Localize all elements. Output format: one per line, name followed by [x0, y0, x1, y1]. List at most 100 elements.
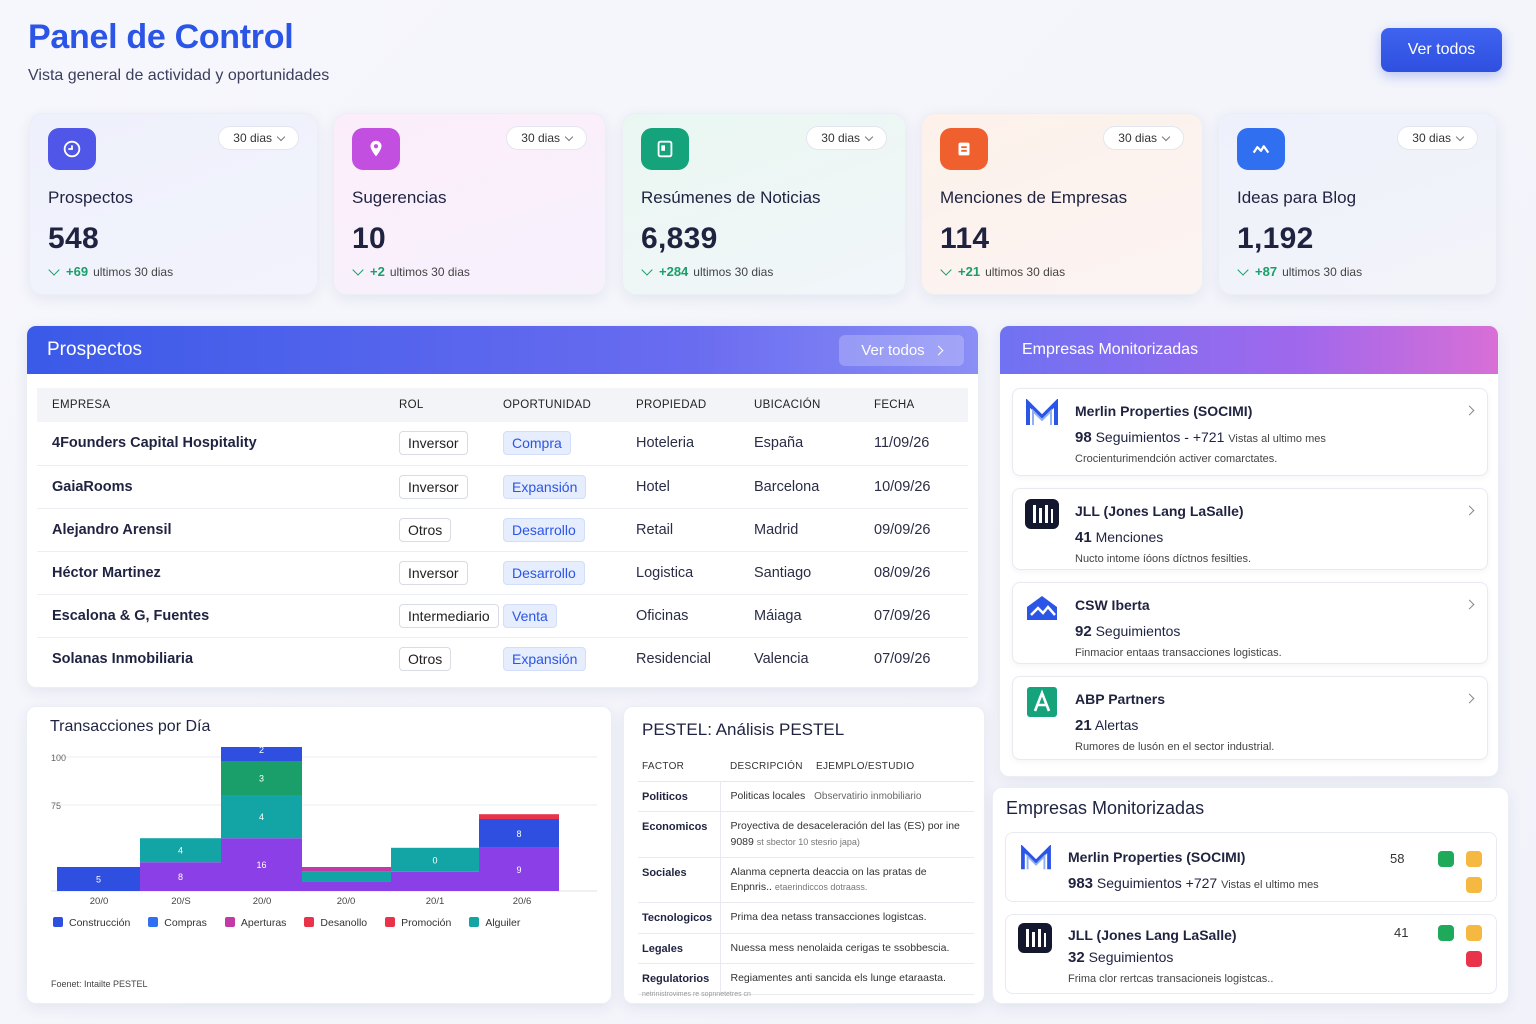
opportunity-tag: Desarrollo	[503, 560, 585, 585]
table-row[interactable]: Economicos Proyectiva de desaceleración …	[638, 811, 974, 858]
cell-factor: Tecnologicos	[638, 902, 721, 934]
table-row[interactable]: Escalona & G, Fuentes Intermediario Vent…	[37, 594, 968, 638]
data-label: 3	[259, 774, 264, 784]
legend-item[interactable]: Compras	[148, 917, 207, 929]
role-tag: Inversor	[399, 474, 468, 499]
prospectos-header: Prospectos Ver todos	[27, 326, 978, 374]
range-select[interactable]: 30 dias	[1397, 126, 1478, 150]
pestel-panel: PESTEL: Análisis PESTEL FACTOR DESCRIPCI…	[623, 706, 985, 1004]
status-green-icon[interactable]	[1438, 925, 1454, 941]
table-row[interactable]: Tecnologicos Prima dea netass transaccio…	[638, 902, 974, 934]
cell-fecha: 08/09/26	[874, 551, 968, 595]
prospectos-view-all-button[interactable]: Ver todos	[839, 334, 964, 366]
status-green-check-icon[interactable]	[1438, 851, 1454, 867]
table-row[interactable]: Héctor Martinez Inversor Desarrollo Logi…	[37, 551, 968, 595]
bar-segment[interactable]	[140, 862, 221, 891]
legend-item[interactable]: Promoción	[385, 917, 451, 929]
chevron-down-icon	[564, 132, 574, 141]
bar-segment[interactable]	[221, 795, 302, 839]
status-yellow-icon[interactable]	[1466, 925, 1482, 941]
col-empresa[interactable]: EMPRESA	[37, 388, 399, 422]
status-red-icon[interactable]	[1466, 951, 1482, 967]
table-row[interactable]: Alejandro Arensil Otros Desarrollo Retai…	[37, 508, 968, 552]
check-icon	[641, 263, 653, 276]
bar-segment[interactable]	[302, 871, 391, 882]
cell-desc: Proyectiva de desaceleración del las (ES…	[730, 820, 960, 848]
table-row[interactable]: Solanas Inmobiliaria Otros Expansión Res…	[37, 637, 968, 680]
col-propiedad[interactable]: PROPIEDAD	[636, 388, 754, 422]
chevron-right-icon	[1464, 693, 1475, 704]
table-row[interactable]: Regulatorios Regiamentes anti sancida el…	[638, 963, 974, 995]
table-header-row: EMPRESA ROL OPORTUNIDAD PROPIEDAD UBICAC…	[37, 388, 968, 422]
range-select[interactable]: 30 dias	[1103, 126, 1184, 150]
status-yellow-icon[interactable]	[1466, 877, 1482, 893]
cell-desc: Prima dea netass transacciones logistcas…	[720, 902, 974, 934]
range-select[interactable]: 30 dias	[806, 126, 887, 150]
col-ubicacion[interactable]: UBICACIÓN	[754, 388, 874, 422]
table-row[interactable]: Legales Nuessa mess nenolaida cerigas te…	[638, 933, 974, 964]
bar-segment[interactable]	[479, 847, 559, 891]
bar-segment[interactable]	[140, 838, 221, 863]
status-yellow-icon[interactable]	[1466, 851, 1482, 867]
bar-segment[interactable]	[221, 838, 302, 891]
abp-logo-icon	[1027, 687, 1057, 717]
company-card-csw[interactable]: CSW Iberta 92 Seguimientos Finmacior ent…	[1012, 582, 1488, 664]
cell-example: etaerindiccos dotraass.	[774, 882, 868, 893]
col-rol[interactable]: ROL	[399, 388, 503, 422]
legend-label: Aperturas	[240, 917, 287, 929]
company-name: JLL (Jones Lang LaSalle)	[1068, 927, 1237, 943]
bar-segment[interactable]	[221, 761, 302, 795]
cell-factor: Regulatorios	[638, 963, 721, 995]
kpi-card-menciones[interactable]: 30 dias Menciones de Empresas 114 +21 ult…	[921, 113, 1203, 295]
chevron-down-icon	[864, 132, 874, 141]
bar-segment[interactable]	[302, 881, 391, 891]
range-select[interactable]: 30 dias	[506, 126, 587, 150]
role-tag: Intermediario	[399, 603, 499, 628]
opportunity-tag: Expansión	[503, 474, 587, 499]
kpi-card-blog[interactable]: 30 dias Ideas para Blog 1,192 +87 ultimos…	[1218, 113, 1497, 295]
bar-segment[interactable]	[391, 871, 479, 891]
range-select[interactable]: 30 dias	[218, 126, 299, 150]
cell-desc: Nuessa mess nenolaida cerigas te ssobbes…	[720, 933, 974, 964]
view-all-button[interactable]: Ver todos	[1381, 28, 1502, 72]
company-stats: 98 Seguimientos - +721 Vistas al ultimo …	[1075, 429, 1326, 446]
company-card-jll[interactable]: JLL (Jones Lang LaSalle) 41 Menciones Nu…	[1012, 488, 1488, 570]
legend-item[interactable]: Alguiler	[469, 917, 520, 929]
check-icon	[48, 263, 60, 276]
company-stats: 983 Seguimientos +727 Vistas el ultimo m…	[1068, 875, 1319, 892]
kpi-card-prospectos[interactable]: 30 dias Prospectos 548 +69 ultimos 30 dia…	[29, 113, 318, 295]
kpi-card-sugerencias[interactable]: 30 dias Sugerencias 10 +2 ultimos 30 dias	[333, 113, 606, 295]
chevron-right-icon	[1464, 405, 1475, 416]
kpi-card-noticias[interactable]: 30 dias Resúmenes de Noticias 6,839 +284…	[622, 113, 906, 295]
col-fecha[interactable]: FECHA	[874, 388, 968, 422]
table-row[interactable]: Politicos Politicas locales Observatirio…	[638, 781, 974, 812]
bar-segment[interactable]	[479, 819, 559, 848]
company-card-abp[interactable]: ABP Partners 21 Alertas Rumores de lusón…	[1012, 676, 1488, 760]
data-label: 4	[178, 846, 183, 856]
company-card-jll[interactable]: JLL (Jones Lang LaSalle) 32 Seguimientos…	[1005, 914, 1497, 994]
legend-label: Construcción	[69, 917, 131, 929]
table-row[interactable]: 4Founders Capital Hospitality Inversor C…	[37, 422, 968, 466]
check-icon	[352, 263, 364, 276]
legend-item[interactable]: Construcción	[53, 917, 130, 929]
table-row[interactable]: Sociales Alanma cepnerta deaccia on las …	[638, 857, 974, 903]
prospectos-title: Prospectos	[47, 339, 143, 360]
chevron-down-icon	[1161, 132, 1171, 141]
bar-segment[interactable]	[57, 867, 140, 891]
bar-segment[interactable]	[221, 747, 302, 762]
legend-item[interactable]: Desanollo	[304, 917, 367, 929]
data-label: 0	[432, 855, 437, 865]
table-row[interactable]: GaiaRooms Inversor Expansión Hotel Barce…	[37, 465, 968, 509]
cell-factor: Sociales	[638, 857, 721, 903]
bar-segment[interactable]	[302, 867, 391, 872]
company-desc: Finmacior entaas transacciones logistica…	[1075, 647, 1282, 659]
legend-item[interactable]: Aperturas	[224, 917, 287, 929]
bar-segment[interactable]	[479, 814, 559, 819]
company-count: 58	[1390, 851, 1405, 866]
legend-swatch	[53, 917, 63, 927]
cell-empresa: Solanas Inmobiliaria	[52, 650, 194, 667]
col-oportunidad[interactable]: OPORTUNIDAD	[503, 388, 636, 422]
company-card-merlin[interactable]: Merlin Properties (SOCIMI) 983 Seguimien…	[1005, 832, 1497, 902]
company-card-merlin[interactable]: Merlin Properties (SOCIMI) 98 Seguimient…	[1012, 388, 1488, 476]
bar-segment[interactable]	[391, 847, 479, 872]
